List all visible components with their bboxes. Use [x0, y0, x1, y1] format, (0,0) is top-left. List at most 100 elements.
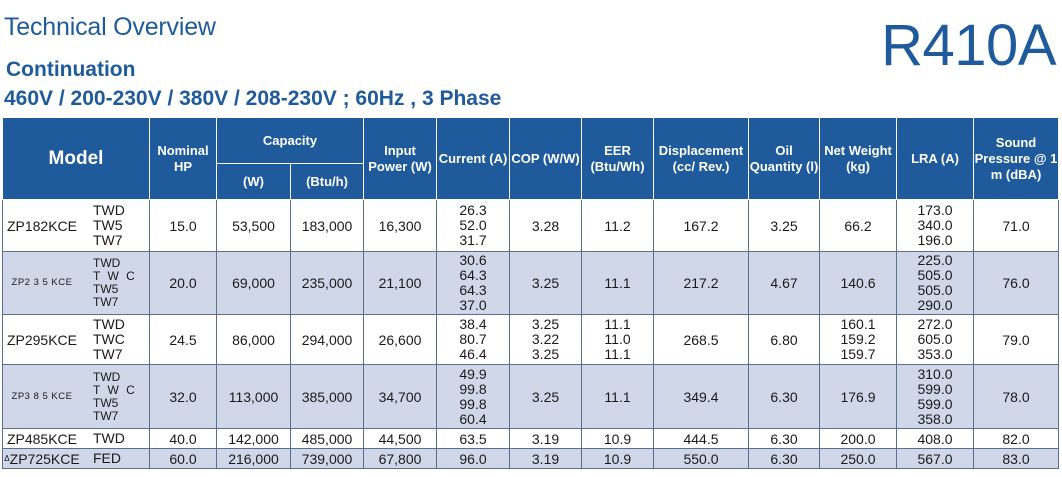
variant-code: TWD — [93, 256, 121, 270]
variant-list: TWD — [81, 431, 149, 446]
current-cell: 30.6 64.3 64.3 37.0 — [436, 251, 511, 315]
model-mark: Δ — [4, 453, 10, 463]
model-cell: ZP182KCE TWD TW5 TW7 — [2, 199, 150, 252]
current-cell-value: 60.4 — [459, 410, 487, 427]
lra-cell: 173.0 340.0 196.0 — [896, 199, 975, 252]
displacement-cell: 444.5 — [653, 428, 750, 449]
oil-quantity-cell: 6.80 — [748, 314, 821, 365]
table-row: ZP485KCE TWD 40.0 142,000 485,000 44,500 63.5 3… — [2, 428, 1060, 449]
cop-cell: 3.19 — [509, 428, 583, 449]
current-cell: 38.4 80.7 46.4 — [436, 314, 511, 365]
capacity-btu-cell: 183,000 — [289, 199, 365, 252]
model-cell: ZP295KCE TWD TWC TW7 — [2, 314, 150, 365]
variant-list: TWD TWC TW7 — [81, 317, 149, 362]
sound-pressure-cell: 82.0 — [973, 428, 1060, 449]
specification-table: Model Nominal HP Capacity Input Power (W… — [2, 117, 1060, 469]
capacity-btu-cell: 485,000 — [289, 428, 365, 449]
net-weight-cell-value: 160.1 — [840, 316, 876, 332]
cop-cell: 3.28 — [509, 199, 583, 252]
cop-cell-value: 3.25 — [531, 346, 560, 362]
model-code: ZP725KCE — [9, 450, 80, 467]
lra-cell-value: 196.0 — [917, 232, 953, 248]
variant-list: FED — [81, 451, 149, 466]
net-weight-cell: 250.0 — [819, 448, 898, 469]
col-displacement: Displacement (cc/ Rev.) — [653, 117, 750, 200]
net-weight-cell: 160.1 159.2 159.7 — [819, 314, 898, 365]
section-subtitle: Continuation — [6, 58, 136, 81]
oil-quantity-cell: 6.30 — [748, 364, 821, 429]
input-power-cell: 26,600 — [363, 314, 438, 365]
displacement-cell: 349.4 — [653, 364, 750, 429]
capacity-w-cell: 53,500 — [216, 199, 291, 252]
nominal-hp-cell: 32.0 — [149, 364, 217, 429]
table-body: ZP182KCE TWD TW5 TW7 15.0 53,500 183,000 16,300… — [2, 199, 1060, 469]
variant-code: TW7 — [93, 232, 123, 248]
col-nominal-hp: Nominal HP — [149, 117, 217, 200]
eer-cell: 10.9 — [581, 428, 655, 449]
net-weight-cell: 140.6 — [819, 251, 898, 315]
lra-cell-value: 605.0 — [917, 331, 953, 347]
variant-code: TW5 — [93, 282, 119, 296]
input-power-cell: 21,100 — [363, 251, 438, 315]
capacity-w-cell: 86,000 — [216, 314, 291, 365]
displacement-cell: 550.0 — [653, 448, 750, 469]
capacity-w-cell: 216,000 — [216, 448, 291, 469]
lra-cell-value: 310.0 — [917, 365, 953, 382]
lra-cell-value: 353.0 — [917, 346, 953, 362]
col-current: Current (A) — [436, 117, 511, 200]
variant-code: TW7 — [93, 408, 119, 423]
electrical-spec-line: 460V / 200-230V / 380V / 208-230V ; 60Hz… — [4, 87, 502, 110]
col-capacity: Capacity — [215, 117, 365, 164]
sound-pressure-cell: 76.0 — [973, 251, 1060, 315]
capacity-btu-cell: 385,000 — [289, 364, 365, 429]
table-row: ZP2 3 5 KCE TWD T W C TW5 TW7 20.0 69,000 235,0… — [2, 251, 1060, 315]
capacity-w-cell: 113,000 — [216, 364, 291, 429]
sound-pressure-cell: 79.0 — [973, 314, 1060, 365]
variant-list: TWD T W C TW5 TW7 — [81, 257, 149, 309]
lra-cell-value: 358.0 — [917, 410, 953, 427]
variant-code: TWD — [93, 369, 121, 384]
current-cell-value: 49.9 — [459, 365, 487, 382]
variant-list: TWD T W C TW5 TW7 — [81, 369, 149, 423]
eer-cell: 11.2 — [581, 199, 655, 252]
variant-list: TWD TW5 TW7 — [81, 203, 149, 248]
lra-cell-value: 599.0 — [917, 380, 953, 397]
sound-pressure-cell: 71.0 — [973, 199, 1060, 252]
eer-cell-value: 11.1 — [604, 346, 631, 362]
current-cell-value: 31.7 — [459, 232, 487, 248]
current-cell-value: 64.3 — [459, 267, 487, 283]
oil-quantity-cell: 6.30 — [748, 448, 821, 469]
eer-cell: 10.9 — [581, 448, 655, 469]
current-cell-value: 99.8 — [459, 395, 487, 412]
variant-code: TW5 — [93, 217, 123, 233]
variant-code: TW7 — [93, 295, 119, 309]
col-capacity-btu: (Btu/h) — [289, 163, 365, 200]
col-input-power: Input Power (W) — [363, 117, 438, 200]
model-name: ΔZP725KCE — [3, 451, 81, 467]
current-cell: 26.3 52.0 31.7 — [436, 199, 511, 252]
lra-cell-value: 272.0 — [917, 316, 953, 332]
capacity-w-cell: 69,000 — [216, 251, 291, 315]
lra-cell-value: 290.0 — [917, 297, 953, 313]
nominal-hp-cell: 60.0 — [149, 448, 217, 469]
lra-cell: 310.0 599.0 599.0 358.0 — [896, 364, 975, 429]
current-cell-value: 37.0 — [459, 297, 487, 313]
net-weight-cell-value: 159.2 — [840, 331, 876, 347]
current-cell-value: 26.3 — [459, 202, 487, 218]
model-name: ZP295KCE — [3, 332, 81, 348]
table-row: ZP182KCE TWD TW5 TW7 15.0 53,500 183,000 16,300… — [2, 199, 1060, 252]
input-power-cell: 16,300 — [363, 199, 438, 252]
capacity-btu-cell: 739,000 — [289, 448, 365, 469]
current-cell-value: 99.8 — [459, 380, 487, 397]
lra-cell-value: 505.0 — [917, 282, 953, 298]
current-cell-value: 52.0 — [459, 217, 487, 233]
col-model: Model — [2, 117, 150, 200]
table-row: ZP3 8 5 KCE TWD T W C TW5 TW7 32.0 113,000 385,… — [2, 364, 1060, 429]
eer-cell-value: 11.0 — [604, 331, 631, 347]
refrigerant-label: R410A — [881, 13, 1056, 78]
current-cell-value: 30.6 — [459, 252, 487, 268]
sound-pressure-cell: 78.0 — [973, 364, 1060, 429]
current-cell: 63.5 — [436, 428, 511, 449]
net-weight-cell: 200.0 — [819, 428, 898, 449]
input-power-cell: 34,700 — [363, 364, 438, 429]
